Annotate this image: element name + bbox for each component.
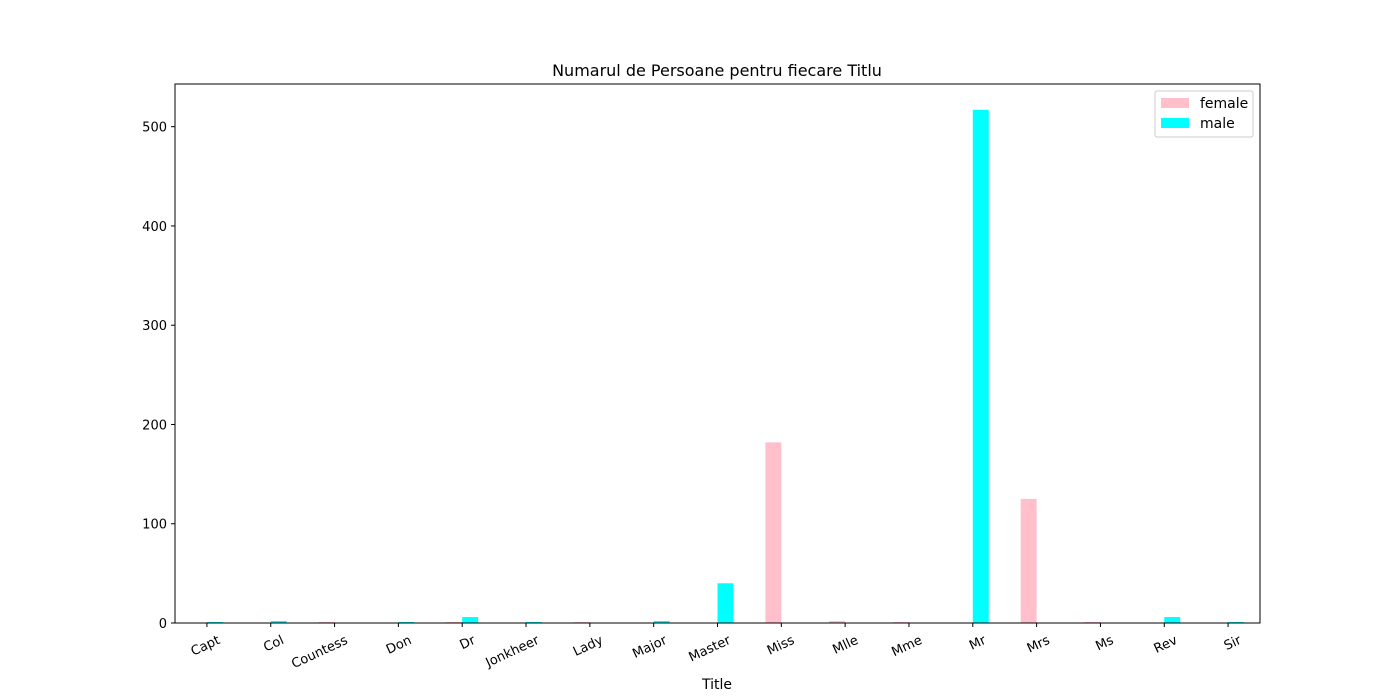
bars-group [206,109,1245,623]
bar-male-dr [462,617,479,623]
x-tick-label-don: Don [384,633,414,658]
x-tick-label-mrs: Mrs [1025,633,1053,657]
legend-swatch-male [1161,118,1189,128]
x-tick-label-countess: Countess [289,633,350,672]
y-tick-label-0: 0 [159,617,167,632]
x-tick-label-rev: Rev [1152,633,1180,657]
plot-frame [174,83,1261,624]
bar-male-rev [1164,617,1181,623]
y-tick-label-100: 100 [142,518,167,533]
x-tick-label-master: Master [687,633,734,666]
y-tick-label-400: 400 [142,220,167,235]
legend: female male [1154,90,1254,138]
x-tick-label-jonkheer: Jonkheer [483,633,543,671]
bar-female-mlle [829,621,846,623]
bar-male-major [653,621,670,623]
y-axis: 0 100 200 300 400 500 [142,121,175,632]
y-tick-label-500: 500 [142,121,167,136]
chart-title: Numarul de Persoane pentru fiecare Titlu [552,61,882,80]
x-tick-label-sir: Sir [1222,633,1245,654]
x-axis-title: Title [701,677,732,693]
x-tick-label-dr: Dr [458,633,479,653]
x-tick-label-miss: Miss [765,633,797,659]
bar-male-col [270,621,287,623]
x-tick-label-col: Col [261,633,286,655]
x-tick-label-ms: Ms [1093,633,1116,654]
x-tick-label-mr: Mr [967,633,989,654]
y-tick-label-300: 300 [142,319,167,334]
bar-female-mrs [1020,498,1037,623]
x-tick-label-mlle: Mlle [831,633,861,658]
bar-male-master [717,583,734,623]
bar-male-mr [972,109,989,623]
x-tick-label-mme: Mme [889,633,924,660]
x-tick-label-major: Major [630,633,670,662]
legend-label-female: female [1200,96,1248,112]
legend-swatch-female [1161,98,1189,108]
x-tick-label-capt: Capt [189,633,223,659]
x-axis: Capt Col Countess Don Dr Jonkheer Lady Major Mas… [189,623,1245,672]
x-tick-label-lady: Lady [571,633,606,660]
bar-female-miss [765,442,782,623]
y-tick-label-200: 200 [142,418,167,433]
legend-label-male: male [1200,116,1235,132]
